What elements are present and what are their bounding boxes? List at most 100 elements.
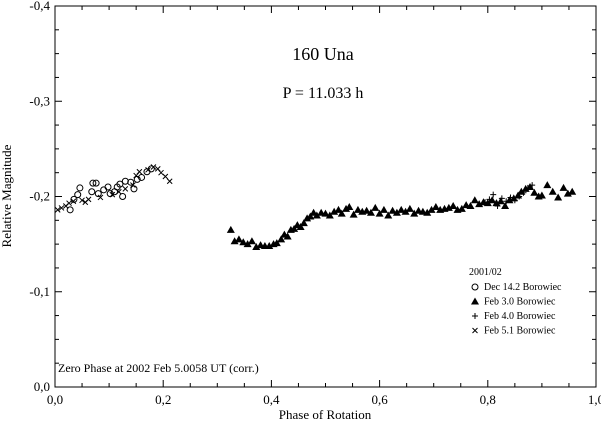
data-point [405,204,414,212]
data-point [88,188,96,196]
data-point [330,207,339,215]
data-point [119,193,127,200]
data-point [76,184,84,192]
data-point [537,191,546,199]
data-point [507,194,514,201]
data-point [375,209,384,217]
data-point [252,242,261,250]
x-tick-label: 0,0 [47,392,63,407]
data-point [509,194,518,202]
data-point [379,205,388,213]
legend-marker [471,297,479,305]
y-axis-ticks: -0,4 -0,3 -0,2 -0,1 0,0 [29,0,596,394]
data-point [230,237,239,245]
data-point [226,225,235,233]
data-point [265,242,274,250]
data-point [162,173,169,180]
data-point [299,219,308,227]
x-tick-label: 0,2 [155,392,171,407]
data-point [486,196,493,203]
data-points [54,164,577,250]
data-point [109,191,116,198]
data-point [290,224,299,232]
data-point [475,200,484,208]
data-point [449,202,458,210]
legend-marker [472,313,478,319]
data-point [492,199,501,207]
data-point [272,239,281,247]
data-point [58,205,65,211]
data-point [104,183,112,191]
data-point [247,237,256,245]
data-point [325,211,334,219]
data-point [66,206,74,214]
data-point [501,202,510,210]
data-point [306,212,315,220]
data-point [115,188,122,195]
data-point [334,205,343,213]
data-point [70,198,77,205]
x-tick-label: 0,6 [371,392,388,407]
data-point [529,182,536,189]
data-point [362,206,371,214]
data-point [54,206,61,213]
zero-phase-annotation: Zero Phase at 2002 Feb 5.0058 UT (corr.) [58,361,259,375]
data-point [490,191,497,198]
data-point [342,204,351,212]
data-point [143,168,151,176]
data-point [431,202,440,210]
data-point [85,196,92,203]
data-point [524,184,531,191]
chart-title: 160 Una [292,44,354,64]
data-point [92,179,100,187]
data-point [136,168,143,175]
x-tick-label: 0,8 [480,392,496,407]
data-point [444,203,453,211]
data-point [116,180,124,188]
legend: 2001/02 Dec 14.2 Borowiec Feb 3.0 Borowie… [469,267,562,337]
data-point [554,193,563,201]
data-point [384,211,393,219]
data-point [543,181,552,189]
data-point [239,238,248,246]
data-point [470,196,479,204]
data-point [366,208,375,216]
x-axis-ticks: 0,0 0,2 0,4 0,6 0,8 1,0 [47,6,601,407]
data-point [122,186,129,192]
data-point [283,232,292,240]
data-point [392,208,401,216]
data-point [345,202,354,210]
data-point [410,209,419,217]
data-point [457,204,466,212]
data-point [166,178,173,185]
legend-label: Feb 5.1 Borowiec [484,326,556,337]
data-point [388,206,397,214]
data-point [89,179,97,187]
legend-marker [472,327,478,334]
data-point [150,164,157,170]
y-tick-label: -0,2 [29,189,50,204]
legend-label: Dec 14.2 Borowiec [484,282,562,293]
data-point [79,197,85,204]
data-point [401,207,410,215]
data-point [530,188,539,196]
data-point [559,183,568,191]
data-point [511,197,518,204]
data-point [74,191,82,199]
x-tick-label: 1,0 [588,392,601,407]
y-tick-label: -0,3 [29,93,50,108]
data-point [312,211,321,219]
data-point [397,205,406,213]
data-point [423,208,432,216]
legend-marker [471,283,479,291]
x-axis-title: Phase of Rotation [279,407,372,422]
data-point [321,209,330,217]
data-point [349,210,358,218]
y-axis-title: Relative Magnitude [0,144,14,247]
data-point [97,194,104,201]
data-point [337,209,346,217]
data-point [482,199,489,206]
legend-label: Feb 3.0 Borowiec [484,297,556,308]
data-point [563,189,572,197]
